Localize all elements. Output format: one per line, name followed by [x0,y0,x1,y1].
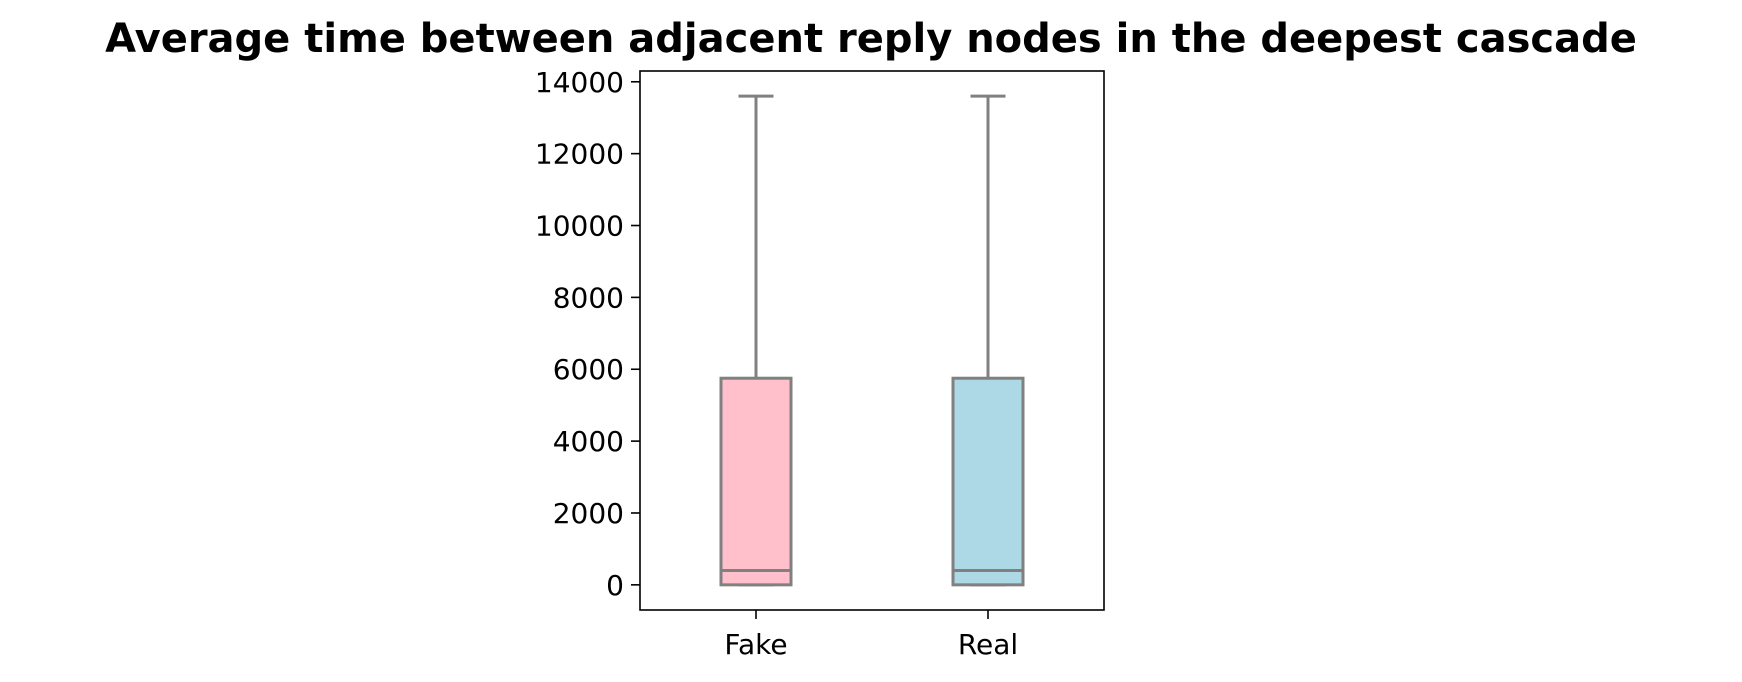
y-tick-label: 0 [606,569,624,602]
y-tick-label: 2000 [553,497,624,530]
plot-area: 0 2000 4000 6000 8000 10000 12000 14000 Fake Real [535,66,1105,661]
x-tick-label-real: Real [958,628,1018,661]
box-real [951,376,1025,587]
y-tick-label: 10000 [535,210,624,243]
y-tick-label: 4000 [553,425,624,458]
chart-title: Average time between adjacent reply node… [105,16,1637,62]
box-fake [719,376,793,587]
y-tick-label: 8000 [553,281,624,314]
y-tick-label: 14000 [535,66,624,99]
y-tick-label: 6000 [553,353,624,386]
plot-frame [639,70,1105,611]
y-tick-label: 12000 [535,138,624,171]
x-tick-label-fake: Fake [724,628,787,661]
